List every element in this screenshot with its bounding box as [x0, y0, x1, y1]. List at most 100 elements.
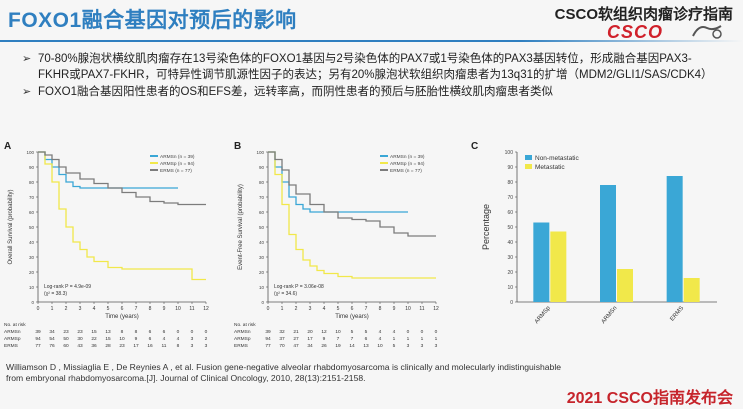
- chart-panel-a: A 0 10 20 30 40 50 60 70 80 90 100 0 1 2 3 4 5 6 7 8 9 10 11 12 O…: [2, 140, 240, 360]
- risk-row-label: ARMSp: [234, 336, 251, 342]
- y-tick-label: 20: [259, 270, 265, 275]
- bar: [533, 222, 550, 302]
- bar: [666, 176, 683, 302]
- risk-cell: 28: [105, 343, 111, 349]
- legend-label: ERMS (n = 77): [390, 168, 422, 174]
- risk-cell: 6: [149, 336, 152, 342]
- bar: [550, 231, 567, 302]
- y-tick-label: 70: [29, 195, 35, 200]
- y-tick-label: 40: [507, 240, 513, 246]
- bullet-item: ➢ FOXO1融合基因阳性患者的OS和EFS差，远转率高，而阴性患者的预后与胚胎…: [22, 85, 722, 101]
- risk-cell: 3: [435, 343, 438, 349]
- y-tick-label: 50: [29, 225, 35, 230]
- risk-cell: 0: [421, 329, 424, 335]
- risk-cell: 23: [119, 343, 125, 349]
- y-tick-label: 80: [259, 180, 265, 185]
- y-tick-label: 100: [26, 150, 34, 155]
- x-tick-label: 2: [65, 306, 68, 312]
- legend-swatch: [525, 155, 532, 160]
- reference-citation: Williamson D , Missiaglia E , De Reynies…: [6, 362, 562, 383]
- risk-cell: 70: [279, 343, 285, 349]
- series-line: [38, 151, 206, 206]
- y-tick-label: 0: [261, 300, 264, 305]
- y-tick-label: 60: [259, 210, 265, 215]
- title-divider: [0, 40, 743, 42]
- bullet-text: 70-80%腺泡状横纹肌肉瘤存在13号染色体的FOXO1基因与2号染色体的PAX…: [38, 53, 713, 81]
- legend-label: Metastatic: [535, 164, 565, 171]
- y-axis-label: Overall Survival (probability): [8, 189, 14, 264]
- risk-cell: 7: [337, 336, 340, 342]
- x-tick-label: 3: [309, 306, 312, 312]
- y-tick-label: 80: [29, 180, 35, 185]
- series-line: [38, 151, 206, 281]
- y-tick-label: 0: [510, 300, 513, 306]
- risk-row-label: ERMS: [4, 343, 18, 349]
- x-tick-label: 1: [281, 306, 284, 312]
- y-tick-label: 30: [29, 255, 35, 260]
- risk-cell: 94: [265, 336, 271, 342]
- risk-cell: 20: [307, 329, 313, 335]
- x-tick-label: 5: [337, 306, 340, 312]
- risk-cell: 36: [91, 343, 97, 349]
- x-tick-label: 8: [379, 306, 382, 312]
- risk-cell: 13: [105, 329, 111, 335]
- legend-label: ERMS (n = 77): [160, 168, 192, 174]
- x-axis-label: Time (years): [335, 314, 368, 320]
- x-tick-label: 12: [203, 306, 209, 312]
- y-tick-label: 0: [31, 300, 34, 305]
- legend-label: ARMSp (n = 94): [390, 161, 425, 167]
- risk-cell: 27: [293, 336, 299, 342]
- risk-cell: 14: [349, 343, 355, 349]
- risk-cell: 10: [335, 329, 341, 335]
- risk-cell: 4: [393, 329, 396, 335]
- y-tick-label: 10: [29, 285, 35, 290]
- risk-cell: 2: [205, 336, 208, 342]
- y-tick-label: 30: [259, 255, 265, 260]
- stat-annotation: (χ² = 34.6): [274, 291, 297, 297]
- bullet-list: ➢ 70-80%腺泡状横纹肌肉瘤存在13号染色体的FOXO1基因与2号染色体的P…: [22, 52, 722, 103]
- risk-cell: 5: [351, 329, 354, 335]
- risk-cell: 43: [77, 343, 83, 349]
- y-tick-label: 100: [256, 150, 264, 155]
- chart-panel-b: B 0 10 20 30 40 50 60 70 80 90 100 0 1 2 3 4 5 6 7 8 9 10 11 12 E…: [232, 140, 470, 360]
- risk-row-label: ARMSn: [234, 329, 251, 335]
- risk-cell: 9: [323, 336, 326, 342]
- risk-cell: 1: [421, 336, 424, 342]
- risk-cell: 54: [49, 336, 55, 342]
- y-tick-label: 50: [507, 225, 513, 231]
- risk-cell: 1: [407, 336, 410, 342]
- footer-text: 2021 CSCO指南发布会: [566, 390, 733, 407]
- y-tick-label: 30: [507, 255, 513, 261]
- logo-mark-icon: [692, 25, 722, 39]
- risk-cell: 76: [49, 343, 55, 349]
- x-tick-label: 6: [351, 306, 354, 312]
- x-tick-label: 11: [419, 306, 424, 312]
- risk-cell: 30: [77, 336, 83, 342]
- risk-cell: 26: [321, 343, 327, 349]
- risk-table-header: No. at risk: [234, 322, 256, 328]
- y-axis-label: Event-Free Survival (probability): [238, 184, 244, 270]
- risk-cell: 50: [63, 336, 69, 342]
- risk-row-label: ARMSn: [4, 329, 21, 335]
- risk-cell: 8: [135, 329, 138, 335]
- bar: [683, 278, 700, 302]
- risk-cell: 77: [35, 343, 41, 349]
- risk-cell: 21: [293, 329, 299, 335]
- chart-panel-c: C 0 10 20 30 40 50 60 70 80 90 100 Percentage ARMSp AR…: [465, 140, 735, 360]
- x-tick-label: 10: [405, 306, 411, 312]
- panel-letter: B: [234, 141, 241, 152]
- category-label: ERMS: [669, 305, 685, 322]
- risk-cell: 10: [377, 343, 383, 349]
- y-tick-label: 90: [259, 165, 265, 170]
- risk-cell: 3: [191, 343, 194, 349]
- bar: [617, 269, 633, 302]
- risk-cell: 4: [379, 336, 382, 342]
- risk-cell: 6: [149, 329, 152, 335]
- risk-cell: 39: [35, 329, 41, 335]
- bullet-item: ➢ 70-80%腺泡状横纹肌肉瘤存在13号染色体的FOXO1基因与2号染色体的P…: [22, 52, 722, 83]
- x-tick-label: 5: [107, 306, 110, 312]
- x-tick-label: 11: [189, 306, 194, 312]
- risk-cell: 8: [121, 329, 124, 335]
